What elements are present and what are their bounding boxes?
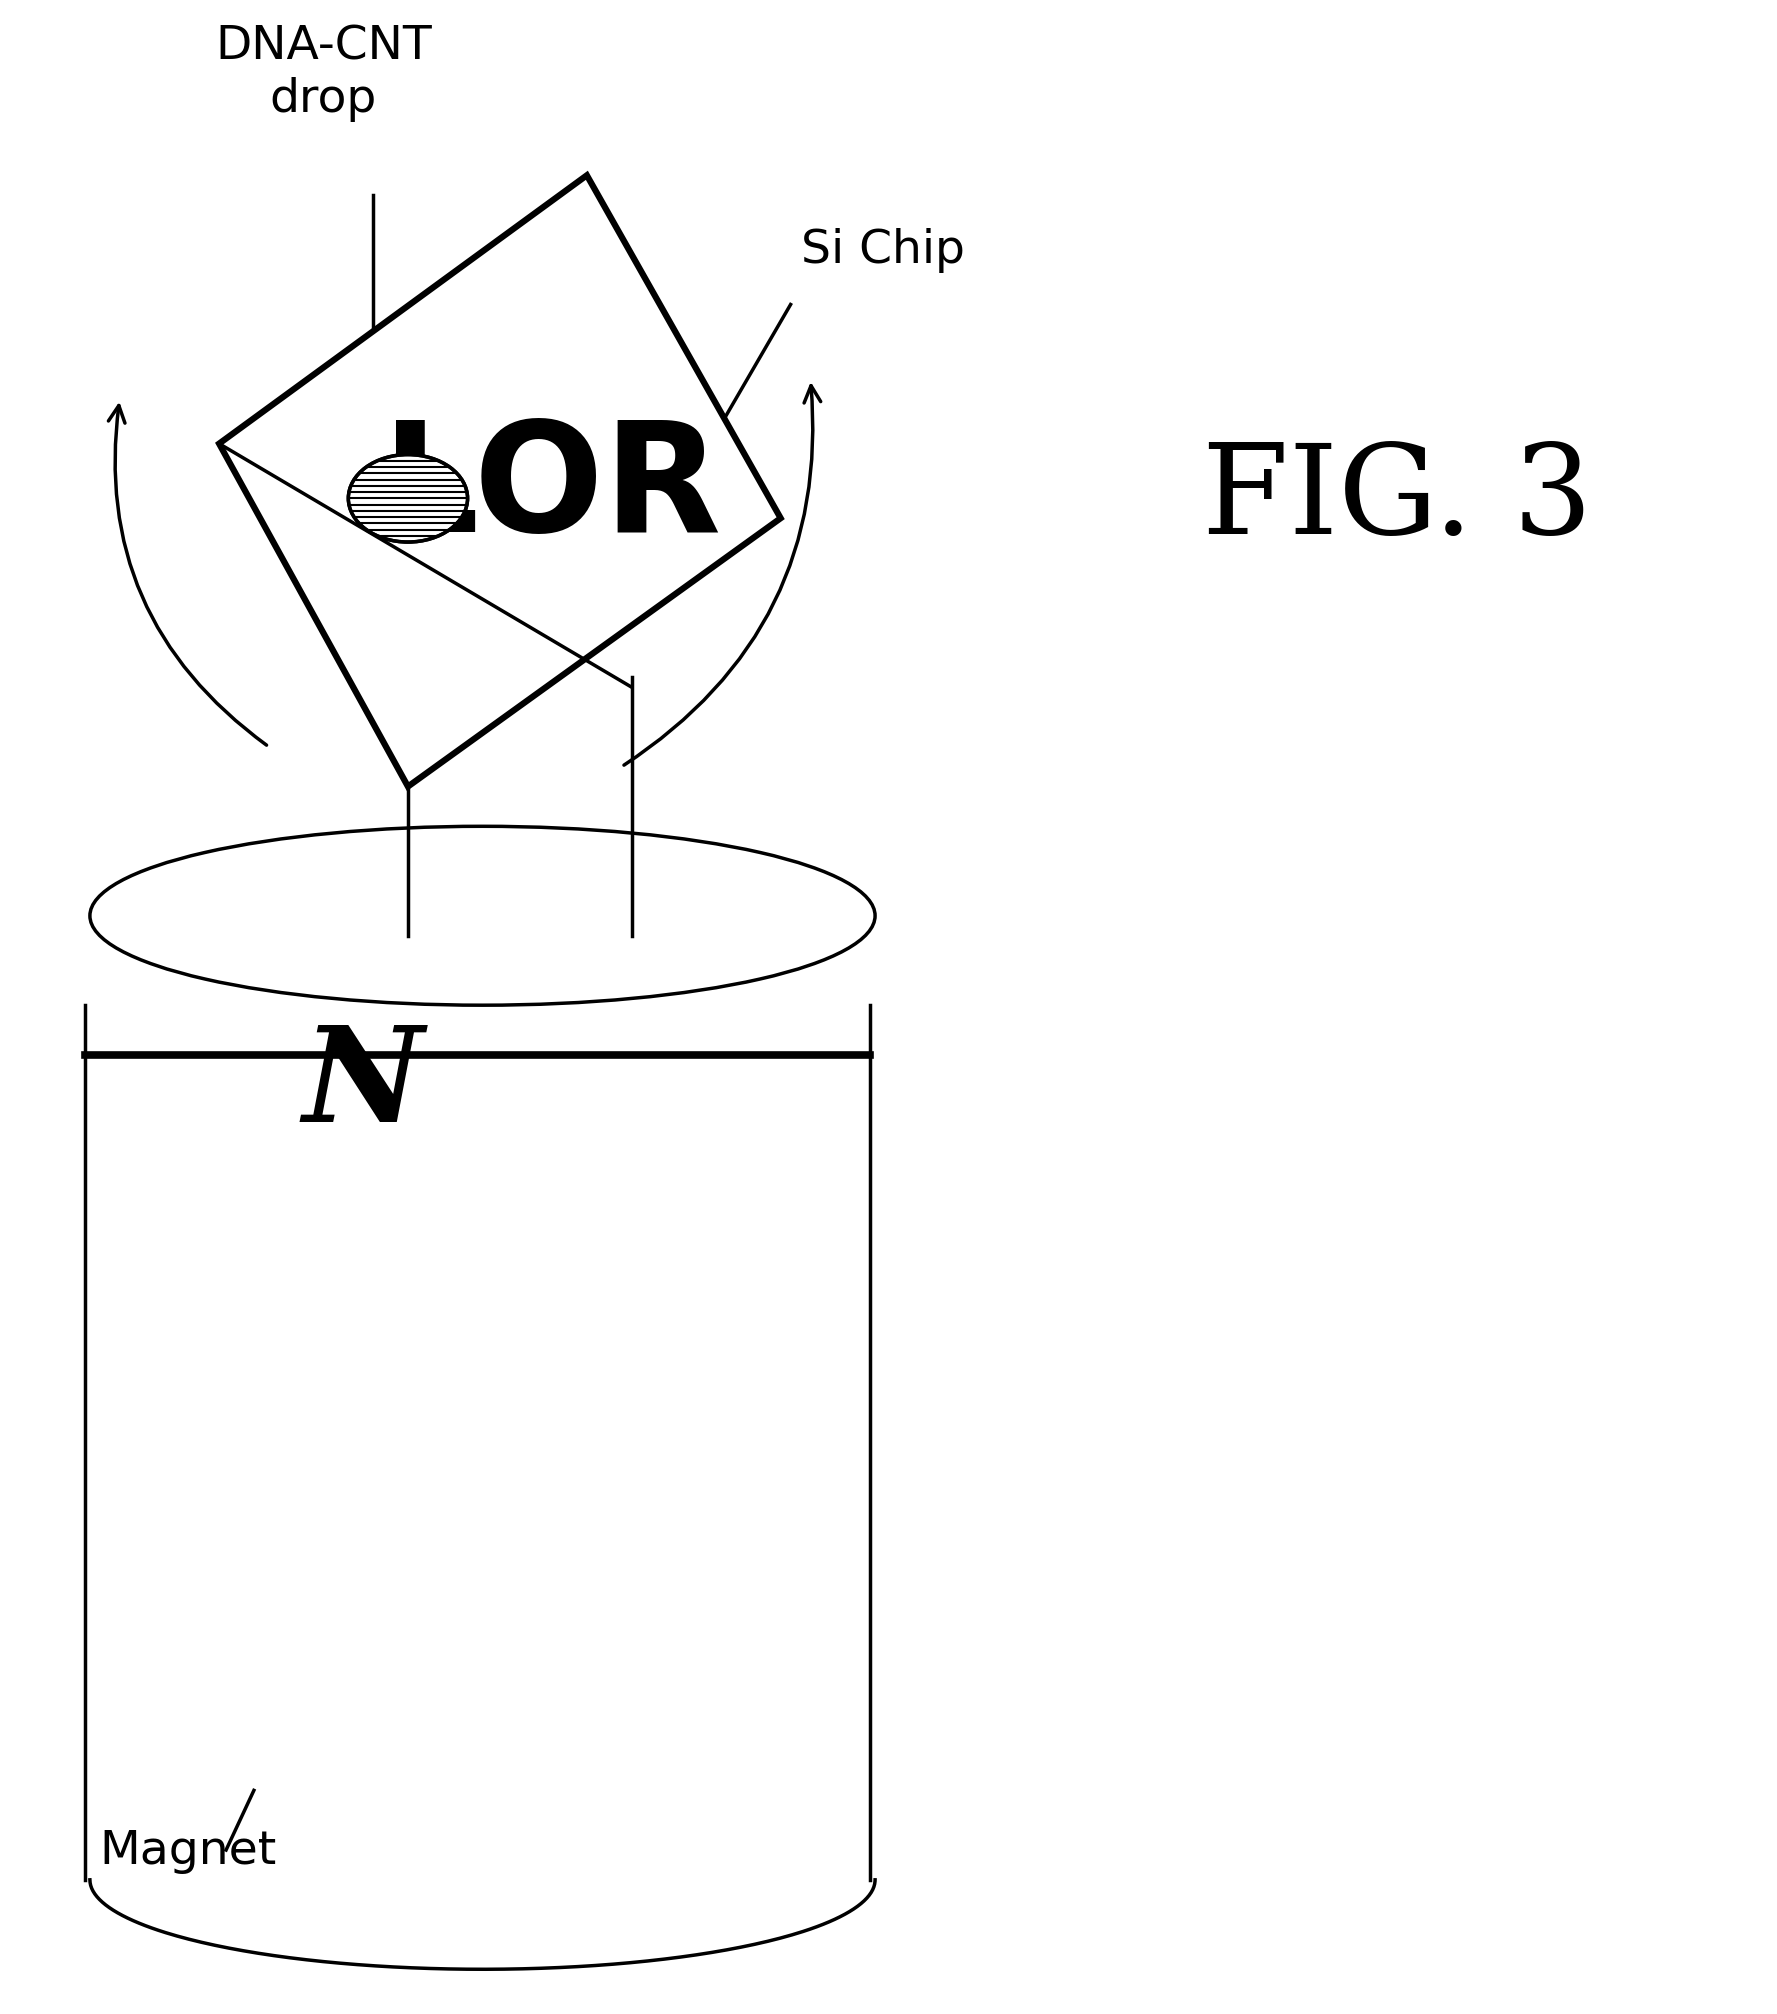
Text: N: N <box>302 1021 423 1150</box>
Ellipse shape <box>91 828 874 1005</box>
Text: DNA-CNT
drop: DNA-CNT drop <box>215 24 432 121</box>
Ellipse shape <box>348 455 467 542</box>
Text: LOR: LOR <box>382 415 721 564</box>
Text: Magnet: Magnet <box>100 1827 277 1873</box>
Text: Si Chip: Si Chip <box>801 228 965 274</box>
Polygon shape <box>219 175 780 787</box>
Text: FIG. 3: FIG. 3 <box>1201 439 1592 560</box>
